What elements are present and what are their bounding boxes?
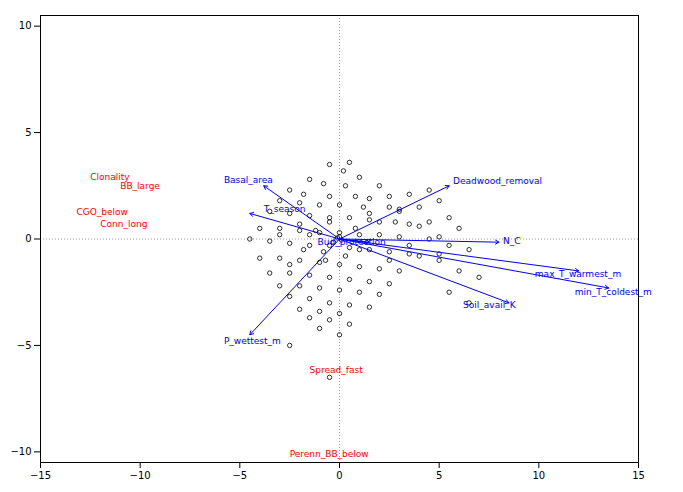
svg-text:max_T_warmest_m: max_T_warmest_m bbox=[535, 269, 621, 279]
svg-text:min_T_coldest_m: min_T_coldest_m bbox=[575, 287, 652, 297]
svg-text:T_season: T_season bbox=[263, 204, 306, 214]
svg-text:Basal_area: Basal_area bbox=[224, 175, 273, 185]
svg-text:−5: −5 bbox=[17, 340, 32, 351]
svg-text:−15: −15 bbox=[30, 470, 51, 481]
svg-text:Deadwood_removal: Deadwood_removal bbox=[453, 176, 542, 186]
svg-text:Bud_protection: Bud_protection bbox=[318, 237, 386, 247]
svg-text:0: 0 bbox=[336, 470, 342, 481]
svg-text:N_C: N_C bbox=[503, 236, 521, 246]
svg-text:P_wettest_m: P_wettest_m bbox=[224, 336, 281, 346]
svg-text:15: 15 bbox=[632, 470, 645, 481]
svg-text:Perenn_BB_below: Perenn_BB_below bbox=[290, 449, 369, 459]
svg-text:0: 0 bbox=[25, 233, 31, 244]
svg-text:−5: −5 bbox=[232, 470, 247, 481]
svg-text:−10: −10 bbox=[130, 470, 151, 481]
svg-text:5: 5 bbox=[436, 470, 442, 481]
svg-text:Spread_fast: Spread_fast bbox=[310, 365, 364, 375]
svg-text:10: 10 bbox=[19, 20, 32, 31]
svg-text:10: 10 bbox=[532, 470, 545, 481]
svg-text:−10: −10 bbox=[10, 446, 31, 457]
svg-text:Conn_long: Conn_long bbox=[100, 219, 147, 229]
svg-text:5: 5 bbox=[25, 127, 31, 138]
svg-text:Clonality: Clonality bbox=[90, 172, 130, 183]
svg-text:BB_large: BB_large bbox=[120, 181, 160, 191]
svg-text:Soil_avail_K: Soil_avail_K bbox=[463, 300, 517, 310]
svg-text:CGO_below: CGO_below bbox=[76, 207, 127, 217]
